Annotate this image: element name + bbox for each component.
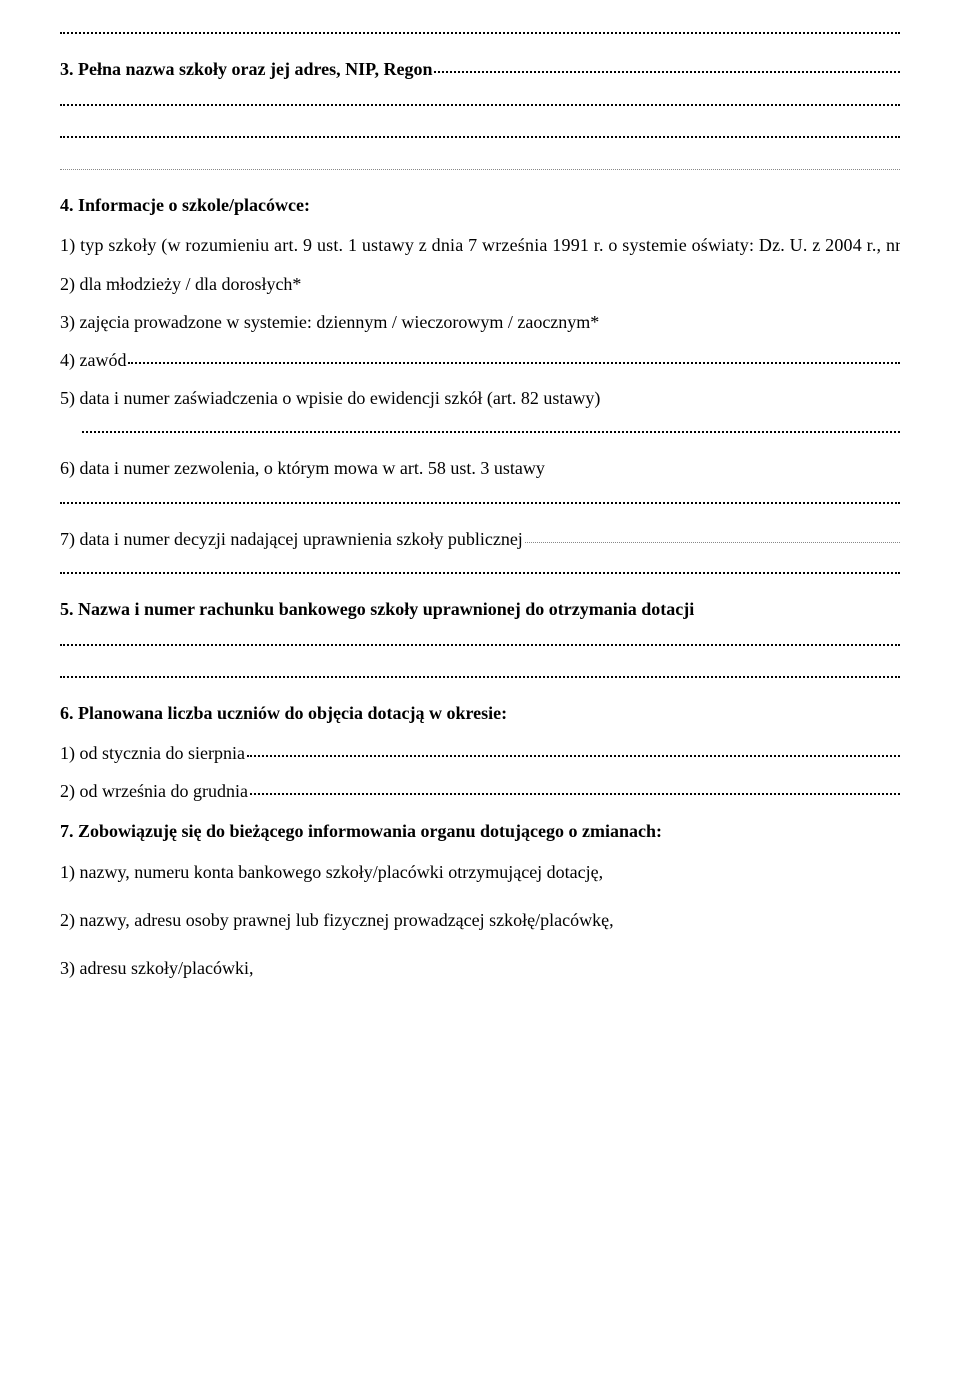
section-4-item-1: 1) typ szkoły (w rozumieniu art. 9 ust. … — [60, 228, 900, 262]
section-4-item-2-text: 2) dla młodzieży / dla dorosłych* — [60, 274, 301, 294]
blank-line — [60, 560, 900, 574]
blank-line-faint — [60, 156, 900, 170]
section-6-item-1: 1) od stycznia do sierpnia — [60, 736, 900, 770]
blank-line — [60, 20, 900, 34]
section-4-item-2: 2) dla młodzieży / dla dorosłych* — [60, 267, 900, 301]
section-6-item-1-text: 1) od stycznia do sierpnia — [60, 736, 247, 770]
section-5-heading: 5. Nazwa i numer rachunku bankowego szko… — [60, 592, 900, 626]
section-4-item-5: 5) data i numer zaświadczenia o wpisie d… — [60, 381, 900, 415]
section-7-heading-text: 7. Zobowiązuję się do bieżącego informow… — [60, 821, 662, 841]
dotted-fill — [434, 56, 900, 73]
section-4-item-6-text: 6) data i numer zezwolenia, o którym mow… — [60, 458, 545, 478]
section-6-heading: 6. Planowana liczba uczniów do objęcia d… — [60, 696, 900, 730]
section-7-item-2-text: 2) nazwy, adresu osoby prawnej lub fizyc… — [60, 910, 614, 930]
section-4-item-4: 4) zawód — [60, 343, 900, 377]
section-7-item-1: 1) nazwy, numeru konta bankowego szkoły/… — [60, 855, 900, 889]
section-4-item-6: 6) data i numer zezwolenia, o którym mow… — [60, 451, 900, 485]
section-4-heading: 4. Informacje o szkole/placówce: — [60, 188, 900, 222]
section-7-item-1-text: 1) nazwy, numeru konta bankowego szkoły/… — [60, 862, 603, 882]
section-7-item-3: 3) adresu szkoły/placówki, — [60, 951, 900, 985]
section-4-item-7: 7) data i numer decyzji nadającej uprawn… — [60, 522, 900, 556]
section-7-item-2: 2) nazwy, adresu osoby prawnej lub fizyc… — [60, 903, 900, 937]
section-4-heading-text: 4. Informacje o szkole/placówce: — [60, 195, 310, 215]
section-3-heading-text: 3. Pełna nazwa szkoły oraz jej adres, NI… — [60, 52, 434, 86]
section-4-item-1-text: 1) typ szkoły (w rozumieniu art. 9 ust. … — [60, 228, 900, 262]
section-6-item-2: 2) od września do grudnia — [60, 774, 900, 808]
blank-line — [60, 664, 900, 678]
section-4-item-5-text: 5) data i numer zaświadczenia o wpisie d… — [60, 388, 600, 408]
section-7-heading: 7. Zobowiązuję się do bieżącego informow… — [60, 814, 900, 848]
section-4-item-4-text: 4) zawód — [60, 343, 128, 377]
dotted-fill-faint — [525, 525, 900, 542]
section-4-item-3: 3) zajęcia prowadzone w systemie: dzienn… — [60, 305, 900, 339]
blank-line — [60, 124, 900, 138]
section-4-item-7-text: 7) data i numer decyzji nadającej uprawn… — [60, 522, 525, 556]
dotted-fill — [247, 740, 900, 757]
blank-line-indented — [82, 419, 900, 433]
section-6-item-2-text: 2) od września do grudnia — [60, 774, 250, 808]
section-4-item-3-text: 3) zajęcia prowadzone w systemie: dzienn… — [60, 312, 599, 332]
section-7-item-3-text: 3) adresu szkoły/placówki, — [60, 958, 253, 978]
blank-line — [60, 632, 900, 646]
blank-line — [60, 490, 900, 504]
dotted-fill — [250, 778, 900, 795]
section-3-heading: 3. Pełna nazwa szkoły oraz jej adres, NI… — [60, 52, 900, 86]
section-6-heading-text: 6. Planowana liczba uczniów do objęcia d… — [60, 703, 507, 723]
dotted-fill — [128, 347, 900, 364]
blank-line — [60, 92, 900, 106]
document-page: 3. Pełna nazwa szkoły oraz jej adres, NI… — [0, 0, 960, 1392]
section-5-heading-text: 5. Nazwa i numer rachunku bankowego szko… — [60, 599, 694, 619]
